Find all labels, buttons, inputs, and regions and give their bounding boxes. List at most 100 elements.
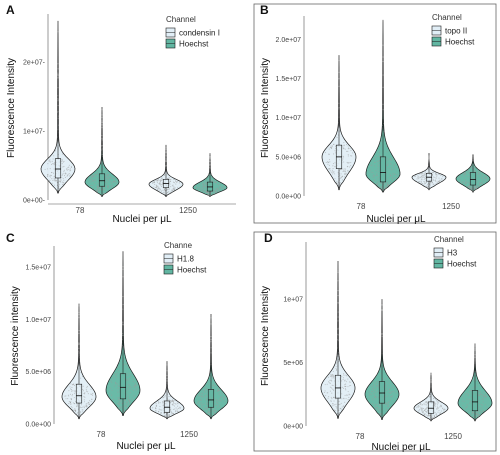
data-point — [328, 161, 330, 164]
data-point — [388, 168, 390, 170]
data-point — [376, 381, 378, 383]
data-point — [105, 173, 107, 176]
data-point — [393, 390, 395, 392]
data-point — [222, 185, 224, 188]
data-point — [208, 194, 210, 196]
data-point — [82, 406, 84, 408]
data-point — [480, 396, 482, 398]
data-point — [479, 391, 481, 393]
data-point — [425, 185, 427, 187]
data-point — [382, 416, 384, 418]
data-point — [389, 174, 391, 176]
data-point — [378, 149, 380, 151]
data-point — [444, 408, 446, 411]
data-point — [336, 407, 338, 409]
data-point — [92, 392, 94, 395]
data-point — [162, 189, 164, 191]
data-point — [386, 186, 388, 188]
data-point — [90, 175, 92, 178]
data-point — [202, 389, 204, 391]
data-point — [101, 120, 103, 122]
data-point — [350, 165, 352, 167]
data-point — [335, 366, 337, 368]
data-point — [375, 395, 377, 398]
data-point — [389, 391, 391, 393]
data-point — [210, 317, 212, 319]
y-tick-label: 1.5e+07 — [276, 76, 302, 83]
data-point — [79, 414, 81, 416]
data-point — [392, 401, 394, 403]
data-point — [207, 191, 209, 194]
panel-b: B0.0e+005.0e+061.0e+071.5e+072.0e+07Fluo… — [253, 3, 497, 225]
data-point — [76, 404, 78, 406]
data-point — [205, 183, 207, 185]
data-point — [83, 401, 86, 403]
data-point — [111, 389, 113, 391]
data-point — [337, 290, 339, 292]
data-point — [160, 184, 162, 186]
data-point — [423, 176, 425, 178]
violin-hoechst-78 — [365, 19, 401, 193]
data-point — [77, 412, 79, 414]
data-point — [105, 179, 107, 181]
data-point — [462, 404, 464, 407]
data-point — [471, 188, 473, 190]
data-point — [166, 189, 168, 191]
data-point — [434, 416, 436, 418]
data-point — [80, 404, 82, 406]
data-point — [384, 187, 386, 189]
data-point — [466, 411, 469, 413]
data-point — [203, 403, 205, 405]
data-point — [417, 175, 419, 177]
legend-label: Hoechst — [447, 260, 477, 269]
data-point — [386, 178, 388, 180]
data-point — [179, 408, 181, 410]
data-point — [101, 144, 103, 147]
data-point — [437, 400, 439, 402]
data-point — [131, 386, 133, 388]
data-point — [53, 168, 55, 170]
data-point — [349, 166, 351, 168]
data-point — [175, 183, 177, 185]
box — [378, 381, 386, 404]
data-point — [155, 184, 157, 186]
data-point — [378, 155, 380, 157]
data-point — [381, 333, 383, 335]
data-point — [84, 396, 86, 398]
data-point — [420, 181, 422, 183]
data-point — [330, 396, 332, 398]
data-point — [102, 192, 104, 194]
data-point — [347, 155, 349, 157]
data-point — [473, 187, 475, 189]
data-point — [430, 381, 432, 383]
data-point — [117, 366, 119, 368]
data-point — [422, 412, 424, 414]
x-axis-label: Nuclei per μL — [116, 441, 176, 452]
data-point — [217, 400, 219, 402]
data-point — [378, 176, 380, 178]
data-point — [211, 408, 213, 410]
data-point — [62, 153, 64, 155]
data-point — [474, 354, 476, 356]
data-point — [371, 403, 373, 405]
data-point — [118, 397, 120, 399]
data-point — [394, 173, 396, 175]
data-point — [210, 339, 212, 341]
data-point — [423, 178, 425, 180]
data-point — [470, 400, 472, 403]
data-point — [204, 192, 206, 194]
data-point — [337, 271, 339, 274]
data-point — [339, 131, 341, 133]
data-point — [209, 158, 211, 160]
data-point — [381, 186, 383, 188]
data-point — [205, 187, 208, 189]
data-point — [179, 407, 181, 409]
data-point — [53, 178, 55, 180]
data-point — [463, 401, 465, 403]
data-point — [328, 153, 331, 155]
data-point — [100, 160, 102, 162]
data-point — [129, 373, 131, 375]
data-point — [339, 177, 341, 179]
data-point — [168, 191, 170, 193]
data-point — [118, 403, 120, 405]
